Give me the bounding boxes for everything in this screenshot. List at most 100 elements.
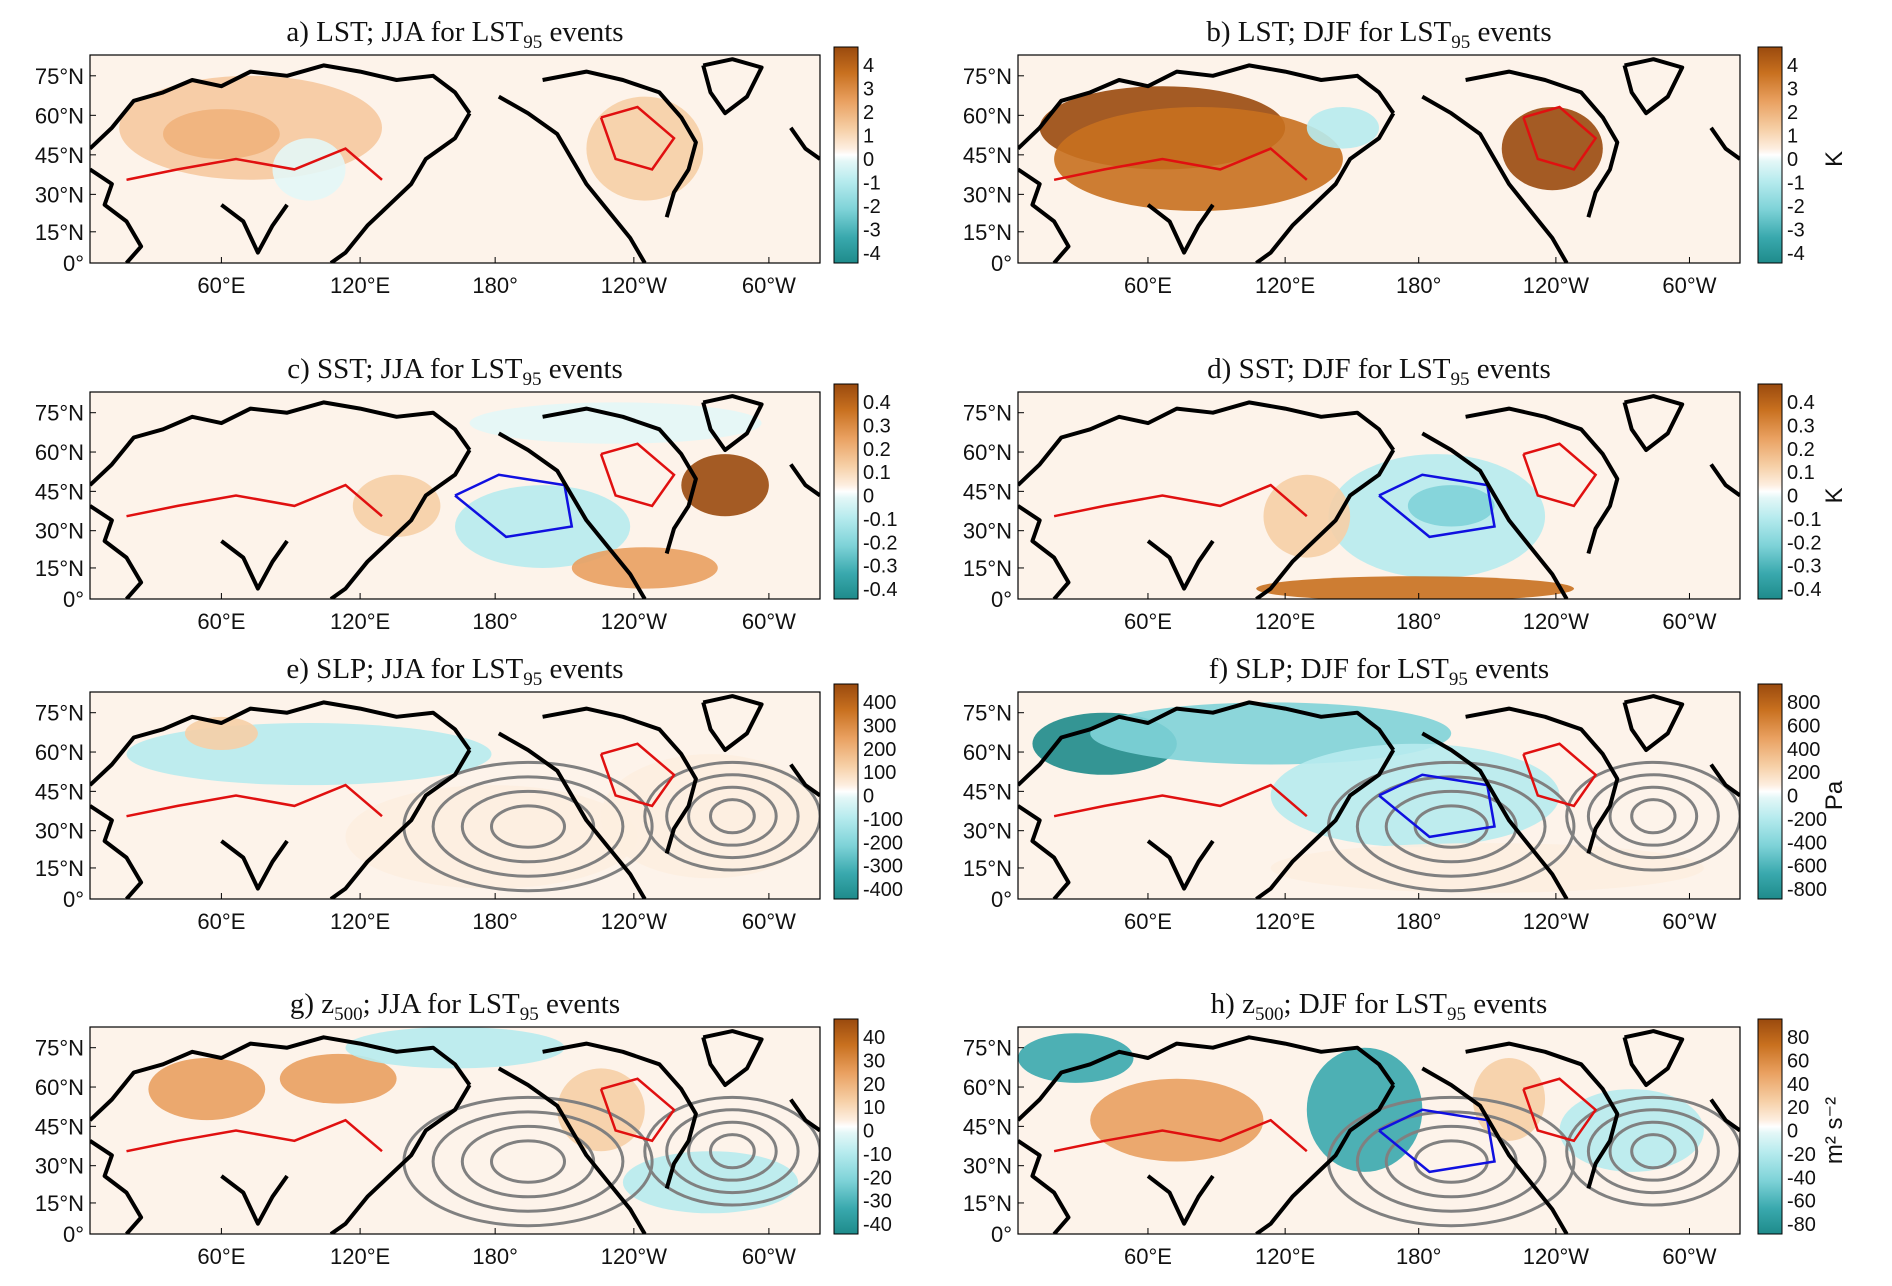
lon-tick-label: 60°W (742, 909, 796, 934)
lon-tick-label: 60°W (742, 273, 796, 298)
coastline (220, 1174, 289, 1226)
colorbar-tick-label: 20 (863, 1074, 885, 1096)
colorbar-tick-label: -1 (1787, 173, 1805, 195)
anomaly-shading (571, 547, 718, 589)
lat-tick-label: 60°N (35, 103, 84, 128)
colorbar-tick-label: 0.3 (1787, 415, 1815, 437)
anomaly-shading (345, 1027, 565, 1069)
gray-contour (709, 798, 756, 835)
coastline (542, 69, 698, 218)
colorbar-tick-label: 0 (1787, 786, 1798, 808)
colorbar-unit-label: Pa (1821, 780, 1848, 810)
lat-tick-label: 45°N (963, 479, 1012, 504)
colorbar-tick-label: -300 (863, 856, 903, 878)
lat-tick-label: 0° (63, 587, 84, 612)
coastline (90, 1035, 472, 1122)
lat-tick-label: 30°N (35, 519, 84, 544)
lat-tick-label: 30°N (963, 519, 1012, 544)
panel-b: b) LST; DJF for LST95 events 75°N 60°N 45°N… (963, 16, 1848, 298)
lon-tick-label: 60°W (1662, 273, 1716, 298)
coastline (1465, 706, 1620, 855)
gray-contour (687, 785, 778, 847)
positive-significance-contour (1053, 1118, 1308, 1153)
lat-tick-label: 15°N (963, 1191, 1012, 1216)
coastline (90, 700, 472, 787)
panel-d: d) SST; DJF for LST95 events 75°N 60°N 45°N… (963, 353, 1848, 634)
panel-g: g) z500; JJA for LST95 events 75°N 60°N 45°… (35, 988, 892, 1269)
lat-tick-label: 75°N (963, 701, 1012, 726)
colorbar (833, 46, 859, 264)
panel-title: b) LST; DJF for LST95 events (1206, 16, 1551, 53)
colorbar-tick-label: 100 (863, 762, 896, 784)
lat-tick-label: 75°N (35, 64, 84, 89)
positive-significance-contour (1053, 483, 1308, 518)
map-frame (1017, 1026, 1741, 1235)
coastline (1018, 1035, 1396, 1122)
lat-tick-label: 60°N (963, 1075, 1012, 1100)
map-frame (1017, 54, 1741, 264)
colorbar-unit-label: K (1821, 487, 1848, 503)
gray-contour (431, 775, 625, 878)
panel-c: c) SST; JJA for LST95 events 75°N 60°N 45°N… (35, 353, 898, 634)
gray-contour (1608, 1120, 1699, 1182)
colorbar-tick-label: 4 (863, 55, 874, 77)
coastline (701, 394, 764, 452)
anomaly-shading (126, 723, 492, 786)
coastline (1709, 763, 1740, 798)
colorbar-tick-label: 800 (1787, 692, 1820, 714)
coastline (1255, 112, 1396, 263)
map-frame (89, 391, 821, 600)
panel-h: h) z500; DJF for LST95 events 75°N 60°N 45°… (963, 988, 1848, 1269)
coastline (1421, 431, 1569, 599)
colorbar (833, 1018, 859, 1235)
coastline (1622, 394, 1685, 452)
colorbar-tick-label: -800 (1787, 879, 1827, 901)
lat-tick-label: 45°N (35, 779, 84, 804)
colorbar-tick-label: -40 (1787, 1167, 1816, 1189)
colorbar-tick-label: 0 (863, 149, 874, 171)
colorbar-tick-label: 0.2 (863, 439, 891, 461)
lon-tick-label: 120°E (1255, 909, 1315, 934)
positive-significance-contour (599, 442, 676, 508)
lon-tick-label: 60°W (1662, 609, 1716, 634)
anomaly-shading (352, 474, 441, 537)
lat-tick-label: 60°N (963, 103, 1012, 128)
lon-tick-label: 120°E (330, 909, 390, 934)
lon-tick-label: 120°W (1523, 609, 1590, 634)
coastline (1255, 748, 1396, 899)
lon-tick-label: 60°W (1662, 909, 1716, 934)
colorbar-tick-label: 200 (863, 739, 896, 761)
lon-tick-label: 120°E (330, 609, 390, 634)
lon-tick-label: 120°E (1255, 1244, 1315, 1269)
colorbar-tick-label: -0.3 (863, 556, 897, 578)
lat-tick-label: 45°N (35, 143, 84, 168)
positive-significance-contour (1053, 783, 1308, 818)
lat-tick-label: 0° (991, 887, 1012, 912)
lat-tick-label: 0° (63, 1222, 84, 1247)
lon-tick-label: 60°W (742, 1244, 796, 1269)
negative-significance-contour (454, 473, 574, 539)
lat-tick-label: 60°N (963, 740, 1012, 765)
coastline (1709, 126, 1740, 161)
colorbar-tick-label: 0 (863, 1121, 874, 1143)
colorbar-tick-label: 3 (863, 79, 874, 101)
coastline (1018, 167, 1071, 263)
colorbar-tick-label: 0.4 (863, 392, 891, 414)
gray-contour (1630, 798, 1677, 835)
lon-tick-label: 180° (1396, 1244, 1442, 1269)
anomaly-shading (184, 716, 258, 750)
colorbar (833, 383, 859, 600)
lon-tick-label: 60°E (197, 609, 245, 634)
gray-contour (1608, 785, 1699, 847)
panel-title: d) SST; DJF for LST95 events (1207, 353, 1551, 390)
coastline (90, 167, 144, 263)
coastline (1018, 400, 1396, 487)
lat-tick-label: 60°N (963, 440, 1012, 465)
coastline (220, 203, 289, 255)
colorbar-tick-label: 3 (1787, 79, 1798, 101)
coastline (90, 63, 472, 151)
lat-tick-label: 75°N (963, 64, 1012, 89)
colorbar-tick-label: -0.2 (863, 532, 897, 554)
anomaly-shading (586, 96, 704, 201)
